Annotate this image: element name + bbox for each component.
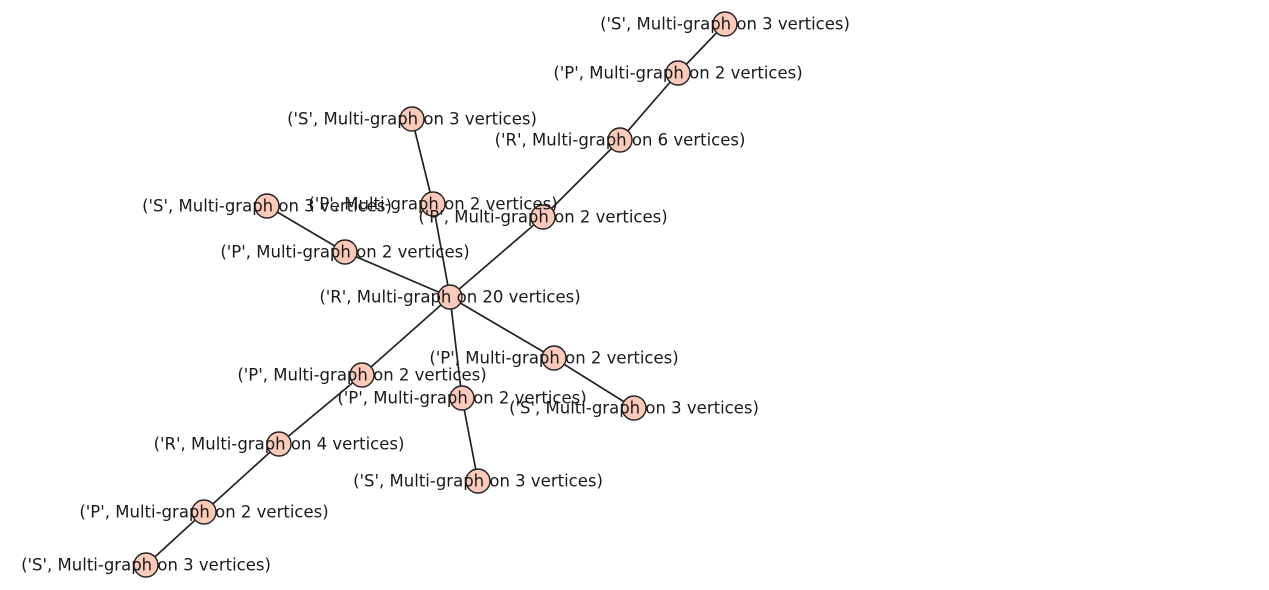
edge-n0-n5 bbox=[432, 203, 451, 298]
edge-n9-n10 bbox=[553, 357, 635, 409]
node-label-n11: ('P', Multi-graph on 2 vertices) bbox=[337, 389, 586, 408]
edge-layer bbox=[145, 23, 726, 566]
graph-node-n10 bbox=[621, 395, 647, 421]
node-label-n16: ('S', Multi-graph on 3 vertices) bbox=[21, 556, 271, 575]
graph-node-n2 bbox=[607, 127, 633, 153]
node-label-n4: ('S', Multi-graph on 3 vertices) bbox=[600, 15, 850, 34]
graph-node-n14 bbox=[266, 431, 292, 457]
edge-n13-n14 bbox=[278, 374, 363, 445]
edge-n0-n11 bbox=[449, 296, 463, 399]
node-label-n6: ('S', Multi-graph on 3 vertices) bbox=[287, 110, 537, 129]
graph-node-n8 bbox=[254, 193, 280, 219]
edge-n11-n12 bbox=[461, 397, 479, 482]
label-layer: ('R', Multi-graph on 20 vertices) ('P', M… bbox=[21, 15, 850, 575]
node-label-n13: ('P', Multi-graph on 2 vertices) bbox=[237, 366, 486, 385]
edge-n1-n2 bbox=[542, 139, 621, 218]
node-label-n7: ('P', Multi-graph on 2 vertices) bbox=[220, 243, 469, 262]
graph-node-n15 bbox=[191, 499, 217, 525]
edge-n5-n6 bbox=[411, 118, 434, 205]
edge-n0-n7 bbox=[344, 251, 451, 298]
graph-node-n7 bbox=[332, 239, 358, 265]
node-label-n5: ('P', Multi-graph on 2 vertices) bbox=[308, 195, 557, 214]
node-label-n0: ('R', Multi-graph on 20 vertices) bbox=[319, 288, 580, 307]
node-label-n2: ('R', Multi-graph on 6 vertices) bbox=[495, 131, 746, 150]
graph-node-n1 bbox=[530, 204, 556, 230]
graph-node-n5 bbox=[420, 191, 446, 217]
graph-node-n11 bbox=[449, 385, 475, 411]
node-label-n12: ('S', Multi-graph on 3 vertices) bbox=[353, 472, 603, 491]
edge-n0-n1 bbox=[449, 216, 544, 298]
node-layer bbox=[133, 11, 738, 578]
edge-n0-n9 bbox=[449, 296, 555, 359]
graph-node-n3 bbox=[665, 60, 691, 86]
node-label-n15: ('P', Multi-graph on 2 vertices) bbox=[79, 503, 328, 522]
edge-n7-n8 bbox=[266, 205, 346, 253]
node-label-n3: ('P', Multi-graph on 2 vertices) bbox=[553, 64, 802, 83]
edge-n0-n13 bbox=[361, 296, 451, 376]
node-label-n8: ('S', Multi-graph on 3 vertices) bbox=[142, 197, 392, 216]
graph-node-n4 bbox=[712, 11, 738, 37]
graph-node-n16 bbox=[133, 552, 159, 578]
graph-node-n13 bbox=[349, 362, 375, 388]
graph-node-n0 bbox=[437, 284, 463, 310]
edge-n14-n15 bbox=[203, 443, 280, 513]
graph-node-n12 bbox=[465, 468, 491, 494]
node-label-n1: ('P', Multi-graph on 2 vertices) bbox=[418, 208, 667, 227]
graph-node-n9 bbox=[541, 345, 567, 371]
edge-n2-n3 bbox=[619, 72, 679, 141]
node-label-n9: ('P', Multi-graph on 2 vertices) bbox=[429, 349, 678, 368]
graph-node-n6 bbox=[399, 106, 425, 132]
node-label-n14: ('R', Multi-graph on 4 vertices) bbox=[154, 435, 405, 454]
node-label-n10: ('S', Multi-graph on 3 vertices) bbox=[509, 399, 759, 418]
edge-n15-n16 bbox=[145, 511, 205, 566]
